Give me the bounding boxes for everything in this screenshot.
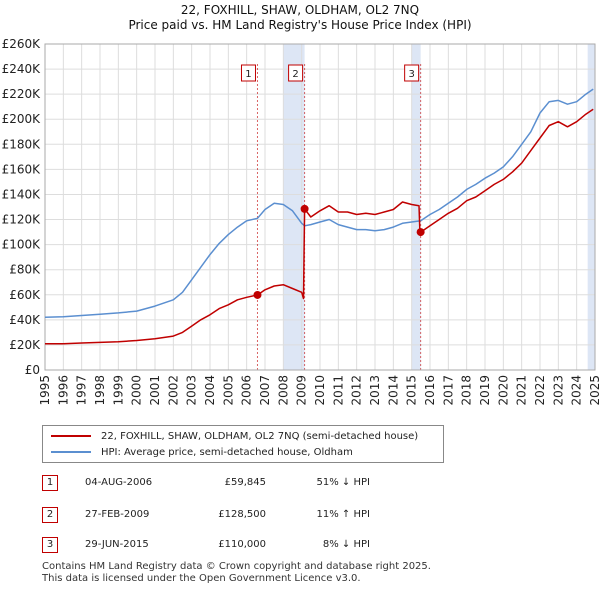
sale-point bbox=[253, 290, 262, 299]
x-tick-label: 1998 bbox=[93, 375, 107, 406]
x-tick-label: 2005 bbox=[221, 375, 235, 406]
chart-title: 22, FOXHILL, SHAW, OLDHAM, OL2 7NQ bbox=[180, 3, 420, 17]
x-tick-label: 2015 bbox=[405, 375, 419, 406]
x-tick-label: 2000 bbox=[130, 375, 144, 406]
x-tick-label: 2001 bbox=[148, 375, 162, 406]
y-tick-label: £100K bbox=[2, 238, 42, 252]
y-tick-label: £220K bbox=[2, 87, 42, 101]
shaded-period bbox=[587, 44, 595, 370]
sale-date: 29-JUN-2015 bbox=[85, 539, 149, 550]
sale-hpi-change: 11% ↑ HPI bbox=[316, 509, 370, 520]
sale-hpi-change: 51% ↓ HPI bbox=[316, 477, 370, 488]
price-chart: £0 £20K £40K £60K £80K £100K £120K £140K £160K £1… bbox=[2, 37, 600, 406]
sale-point bbox=[300, 204, 309, 213]
series-line-property bbox=[45, 108, 594, 345]
footer-copyright: Contains HM Land Registry data © Crown c… bbox=[42, 561, 431, 572]
sale-price: £128,500 bbox=[218, 509, 266, 520]
sale-number-badge: 1 bbox=[42, 475, 58, 491]
x-tick-label: 2025 bbox=[588, 375, 600, 406]
y-tick-label: £0 bbox=[25, 363, 40, 377]
x-tick-label: 2004 bbox=[203, 375, 217, 406]
legend-item-property: 22, FOXHILL, SHAW, OLDHAM, OL2 7NQ (semi… bbox=[51, 428, 418, 444]
legend-label: HPI: Average price, semi-detached house,… bbox=[101, 446, 353, 458]
sale-price: £59,845 bbox=[224, 477, 266, 488]
x-tick-label: 1997 bbox=[75, 375, 89, 406]
x-tick-label: 2012 bbox=[350, 375, 364, 406]
x-tick-label: 2016 bbox=[423, 375, 437, 406]
x-tick-label: 2002 bbox=[166, 375, 180, 406]
x-tick-label: 2022 bbox=[533, 375, 547, 406]
shaded-period bbox=[411, 44, 421, 370]
x-tick-label: 2003 bbox=[185, 375, 199, 406]
sale-row: 3 29-JUN-2015 £110,000 8% ↓ HPI bbox=[0, 536, 600, 556]
y-tick-label: £160K bbox=[2, 162, 42, 176]
legend-item-hpi: HPI: Average price, semi-detached house,… bbox=[51, 444, 353, 460]
y-tick-label: £80K bbox=[9, 263, 41, 277]
x-tick-label: 2021 bbox=[515, 375, 529, 406]
x-tick-label: 2020 bbox=[496, 375, 510, 406]
sale-row: 1 04-AUG-2006 £59,845 51% ↓ HPI bbox=[0, 474, 600, 494]
sale-row: 2 27-FEB-2009 £128,500 11% ↑ HPI bbox=[0, 506, 600, 526]
marker-label: 3 bbox=[408, 69, 414, 80]
x-tick-label: 2019 bbox=[478, 375, 492, 406]
x-tick-label: 1995 bbox=[38, 375, 52, 406]
marker-badge bbox=[240, 64, 256, 82]
y-tick-label: £240K bbox=[2, 62, 42, 76]
marker-badge bbox=[288, 64, 304, 82]
sale-number-badge: 2 bbox=[42, 507, 58, 523]
sale-date: 04-AUG-2006 bbox=[85, 477, 153, 488]
y-tick-label: £40K bbox=[9, 313, 41, 327]
y-tick-label: £120K bbox=[2, 213, 42, 227]
plot-area bbox=[44, 43, 596, 371]
x-tick-label: 2013 bbox=[368, 375, 382, 406]
marker-badge bbox=[404, 64, 420, 82]
x-tick-label: 2014 bbox=[386, 375, 400, 406]
series-line-hpi bbox=[44, 88, 594, 319]
x-tick-label: 2006 bbox=[240, 375, 254, 406]
x-tick-label: 2023 bbox=[551, 375, 565, 406]
sale-date: 27-FEB-2009 bbox=[85, 509, 150, 520]
chart-legend: 22, FOXHILL, SHAW, OLDHAM, OL2 7NQ (semi… bbox=[42, 425, 444, 463]
x-tick-label: 2018 bbox=[460, 375, 474, 406]
y-tick-label: £200K bbox=[2, 112, 42, 126]
footer-license: This data is licensed under the Open Gov… bbox=[42, 573, 361, 584]
x-tick-label: 2017 bbox=[441, 375, 455, 406]
x-tick-label: 2024 bbox=[570, 375, 584, 406]
y-tick-label: £260K bbox=[2, 37, 42, 51]
y-tick-label: £140K bbox=[2, 187, 42, 201]
marker-label: 1 bbox=[245, 69, 251, 80]
y-tick-label: £20K bbox=[9, 338, 41, 352]
x-tick-label: 1999 bbox=[111, 375, 125, 406]
sale-price: £110,000 bbox=[218, 539, 266, 550]
x-tick-label: 2010 bbox=[313, 375, 327, 406]
legend-swatch-red bbox=[51, 435, 91, 437]
shaded-period bbox=[283, 44, 305, 370]
sale-point bbox=[416, 228, 425, 237]
x-tick-label: 2009 bbox=[295, 375, 309, 406]
sale-hpi-change: 8% ↓ HPI bbox=[322, 539, 370, 550]
x-tick-label: 2007 bbox=[258, 375, 272, 406]
sale-number-badge: 3 bbox=[42, 537, 58, 553]
x-tick-label: 1996 bbox=[56, 375, 70, 406]
y-tick-label: £180K bbox=[2, 137, 42, 151]
x-tick-label: 2008 bbox=[276, 375, 290, 406]
legend-label: 22, FOXHILL, SHAW, OLDHAM, OL2 7NQ (semi… bbox=[101, 430, 419, 442]
marker-label: 2 bbox=[292, 69, 298, 80]
x-tick-label: 2011 bbox=[331, 375, 345, 406]
chart-subtitle: Price paid vs. HM Land Registry's House … bbox=[128, 18, 472, 32]
y-tick-label: £60K bbox=[9, 288, 41, 302]
legend-swatch-blue bbox=[51, 451, 91, 453]
